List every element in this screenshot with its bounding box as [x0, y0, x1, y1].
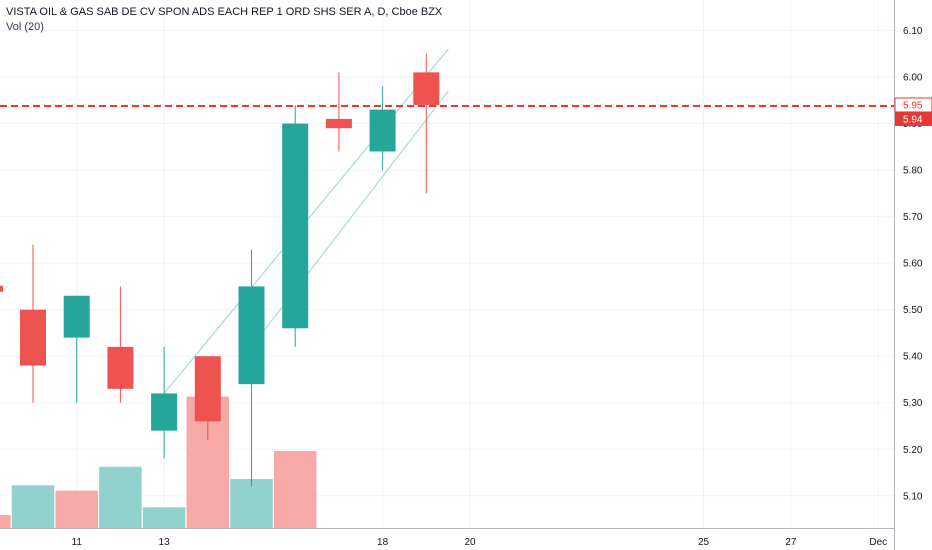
y-tick-label: 5.30: [903, 398, 923, 409]
volume-bar: [11, 485, 55, 528]
y-tick-label: 6.00: [903, 73, 923, 84]
price-badges: 5.95 5.94: [894, 97, 932, 126]
candle-down: [107, 346, 134, 389]
trend-line[interactable]: [251, 90, 449, 348]
y-tick-label: 5.80: [903, 166, 923, 177]
x-tick-label: 13: [159, 537, 171, 548]
y-tick-label: 5.50: [903, 305, 923, 316]
hline-price-label: 5.95: [903, 100, 923, 111]
y-tick-label: 5.40: [903, 352, 923, 363]
y-tick-label: 6.10: [903, 26, 923, 37]
candle-up: [238, 286, 265, 385]
candle-down: [20, 309, 46, 366]
candle-up: [282, 123, 309, 329]
x-tick-label: 18: [377, 537, 389, 548]
candlesticks: [0, 53, 440, 487]
candle-down: [325, 118, 352, 129]
volume-bar: [142, 507, 186, 528]
y-tick-label: 5.60: [903, 259, 923, 270]
candle-up: [151, 393, 178, 431]
volume-bar: [55, 490, 98, 528]
candle-up: [369, 109, 396, 152]
volume-bar: [0, 514, 11, 528]
candle-up: [63, 295, 90, 338]
x-tick-label: 11: [72, 537, 83, 548]
x-tick-label: 20: [464, 537, 476, 548]
volume-bar: [230, 478, 273, 528]
x-tick-label: Dec: [869, 537, 887, 548]
x-tick-label: 25: [698, 537, 710, 548]
volume-indicator-label[interactable]: Vol (20): [6, 21, 44, 33]
y-tick-label: 5.10: [903, 491, 923, 502]
last-price-badge: [895, 111, 932, 126]
y-tick-label: 5.70: [903, 212, 923, 223]
last-price-label: 5.94: [903, 114, 923, 125]
volume-bar: [99, 466, 142, 528]
candle-down: [194, 356, 221, 422]
volume-bar: [273, 451, 317, 528]
candle-down: [413, 72, 440, 105]
x-tick-label: 27: [785, 537, 797, 548]
chart-title: VISTA OIL & GAS SAB DE CV SPON ADS EACH …: [6, 6, 443, 18]
candle-offscreen-stub: [0, 285, 3, 292]
chart-grid: [0, 0, 894, 528]
y-tick-label: 5.20: [903, 445, 923, 456]
